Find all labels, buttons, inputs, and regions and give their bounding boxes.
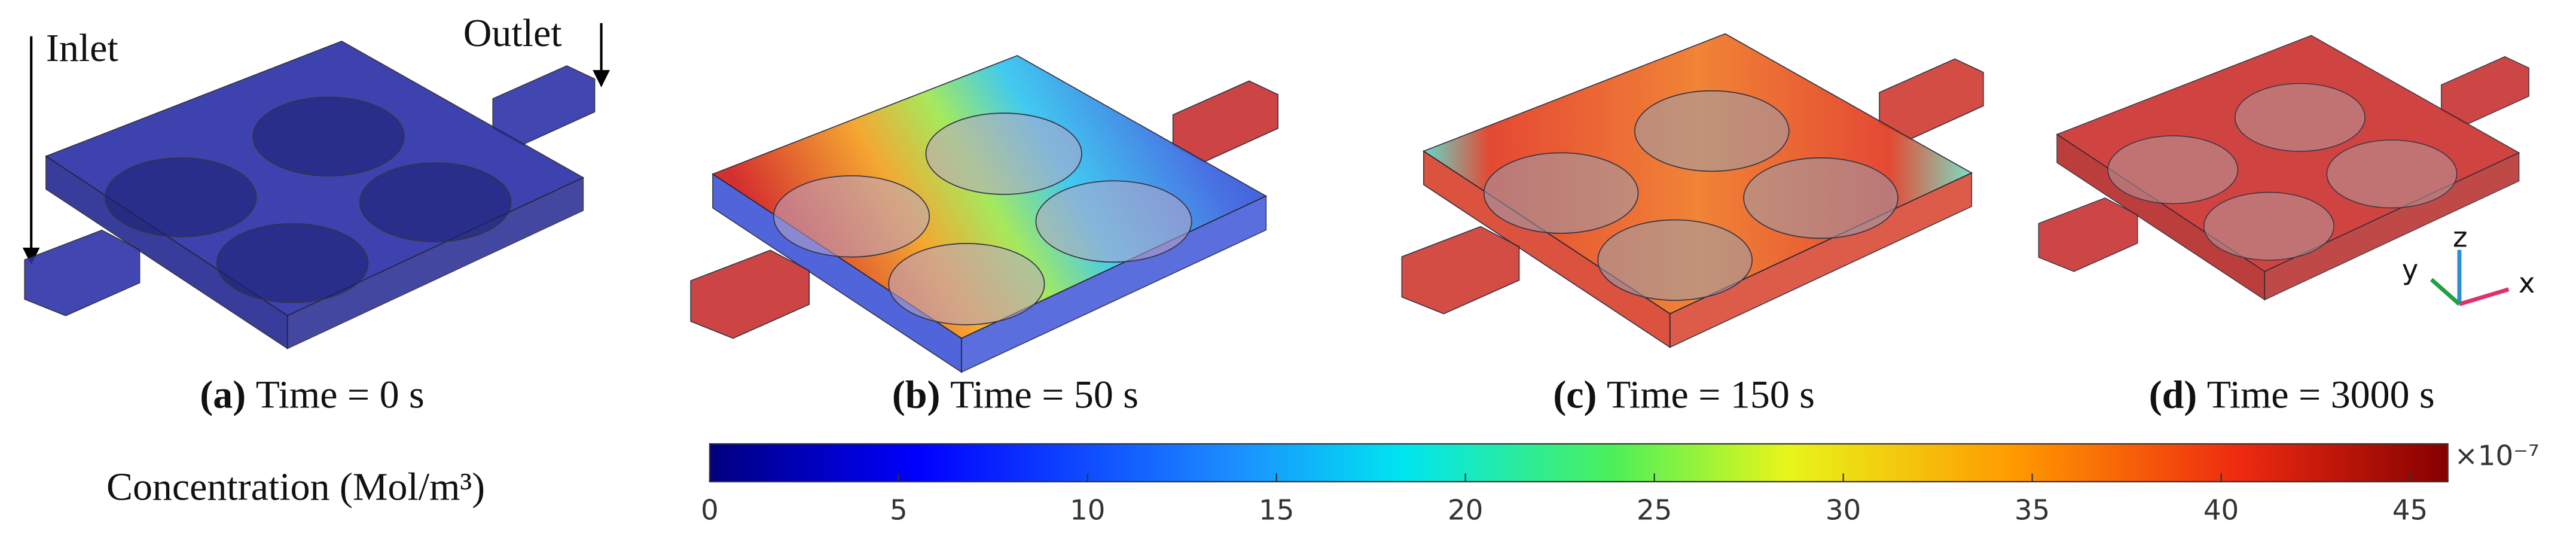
- panel-caption: (b) Time = 50 s: [892, 373, 1139, 417]
- panel-label: (b): [892, 373, 941, 417]
- panel-caption-text: Time = 3000 s: [2207, 373, 2435, 417]
- panel-caption: (c) Time = 150 s: [1553, 373, 1815, 417]
- device-render: [690, 54, 1278, 373]
- well: [1743, 157, 1899, 239]
- inlet-tube: [24, 229, 141, 316]
- device-render: [1401, 33, 1984, 349]
- panel-caption: (d) Time = 3000 s: [2149, 373, 2435, 417]
- colorbar-tick-label: 10: [1070, 494, 1105, 526]
- y-axis-label: y: [2402, 254, 2419, 287]
- well: [1634, 90, 1790, 172]
- colorbar-tick-label: 30: [1826, 494, 1861, 526]
- well: [359, 162, 512, 242]
- axis-triad: z x y: [2402, 221, 2535, 306]
- colorbar-tick-label: 5: [890, 494, 908, 526]
- colorbar-tick-label: 40: [2203, 494, 2239, 526]
- well: [773, 175, 930, 258]
- well: [252, 96, 405, 176]
- device-render: [2038, 35, 2529, 301]
- colorbar: [709, 443, 2449, 483]
- well: [2203, 191, 2334, 261]
- panel-label: (c): [1553, 373, 1597, 417]
- panel-caption-text: Time = 150 s: [1607, 373, 1815, 417]
- inlet-tube: [2038, 197, 2138, 272]
- x-axis: [2458, 287, 2510, 306]
- panel-caption: (a) Time = 0 s: [200, 373, 424, 417]
- colorbar-tick-label: 15: [1259, 494, 1294, 526]
- well: [2235, 83, 2366, 152]
- y-axis: [2430, 278, 2461, 306]
- outlet-tube: [2441, 56, 2529, 125]
- colorbar-tick-label: 20: [1448, 494, 1483, 526]
- colorbar-multiplier: ×10⁻⁷: [2455, 440, 2540, 473]
- colorbar-tick-label: 25: [1637, 494, 1672, 526]
- well: [2326, 139, 2458, 209]
- x-axis-label: x: [2519, 267, 2535, 300]
- inlet-tube: [1401, 226, 1520, 315]
- panel-label: (d): [2149, 373, 2197, 417]
- well: [1597, 219, 1753, 301]
- well: [2107, 135, 2239, 205]
- well: [888, 243, 1045, 325]
- well: [105, 157, 257, 237]
- device-render: [24, 40, 596, 350]
- outlet-tube: [1172, 80, 1278, 163]
- well: [925, 112, 1082, 195]
- inlet-tube: [690, 249, 810, 339]
- outlet-tube: [1879, 58, 1984, 140]
- panel-caption-text: Time = 50 s: [950, 373, 1139, 417]
- z-axis-label: z: [2453, 221, 2468, 254]
- colorbar-tick-label: 35: [2015, 494, 2050, 526]
- colorbar-tick-label: 45: [2392, 494, 2428, 526]
- well: [1483, 152, 1639, 234]
- well: [216, 223, 369, 303]
- inlet-label: Inlet: [46, 26, 118, 70]
- well: [1035, 180, 1192, 263]
- outlet-label: Outlet: [463, 11, 562, 55]
- panel-caption-text: Time = 0 s: [256, 373, 425, 417]
- colorbar-tick-label: 0: [701, 494, 719, 526]
- colorbar-title: Concentration (Mol/m³): [106, 465, 485, 508]
- panel-label: (a): [200, 373, 246, 417]
- outlet-tube: [492, 65, 596, 145]
